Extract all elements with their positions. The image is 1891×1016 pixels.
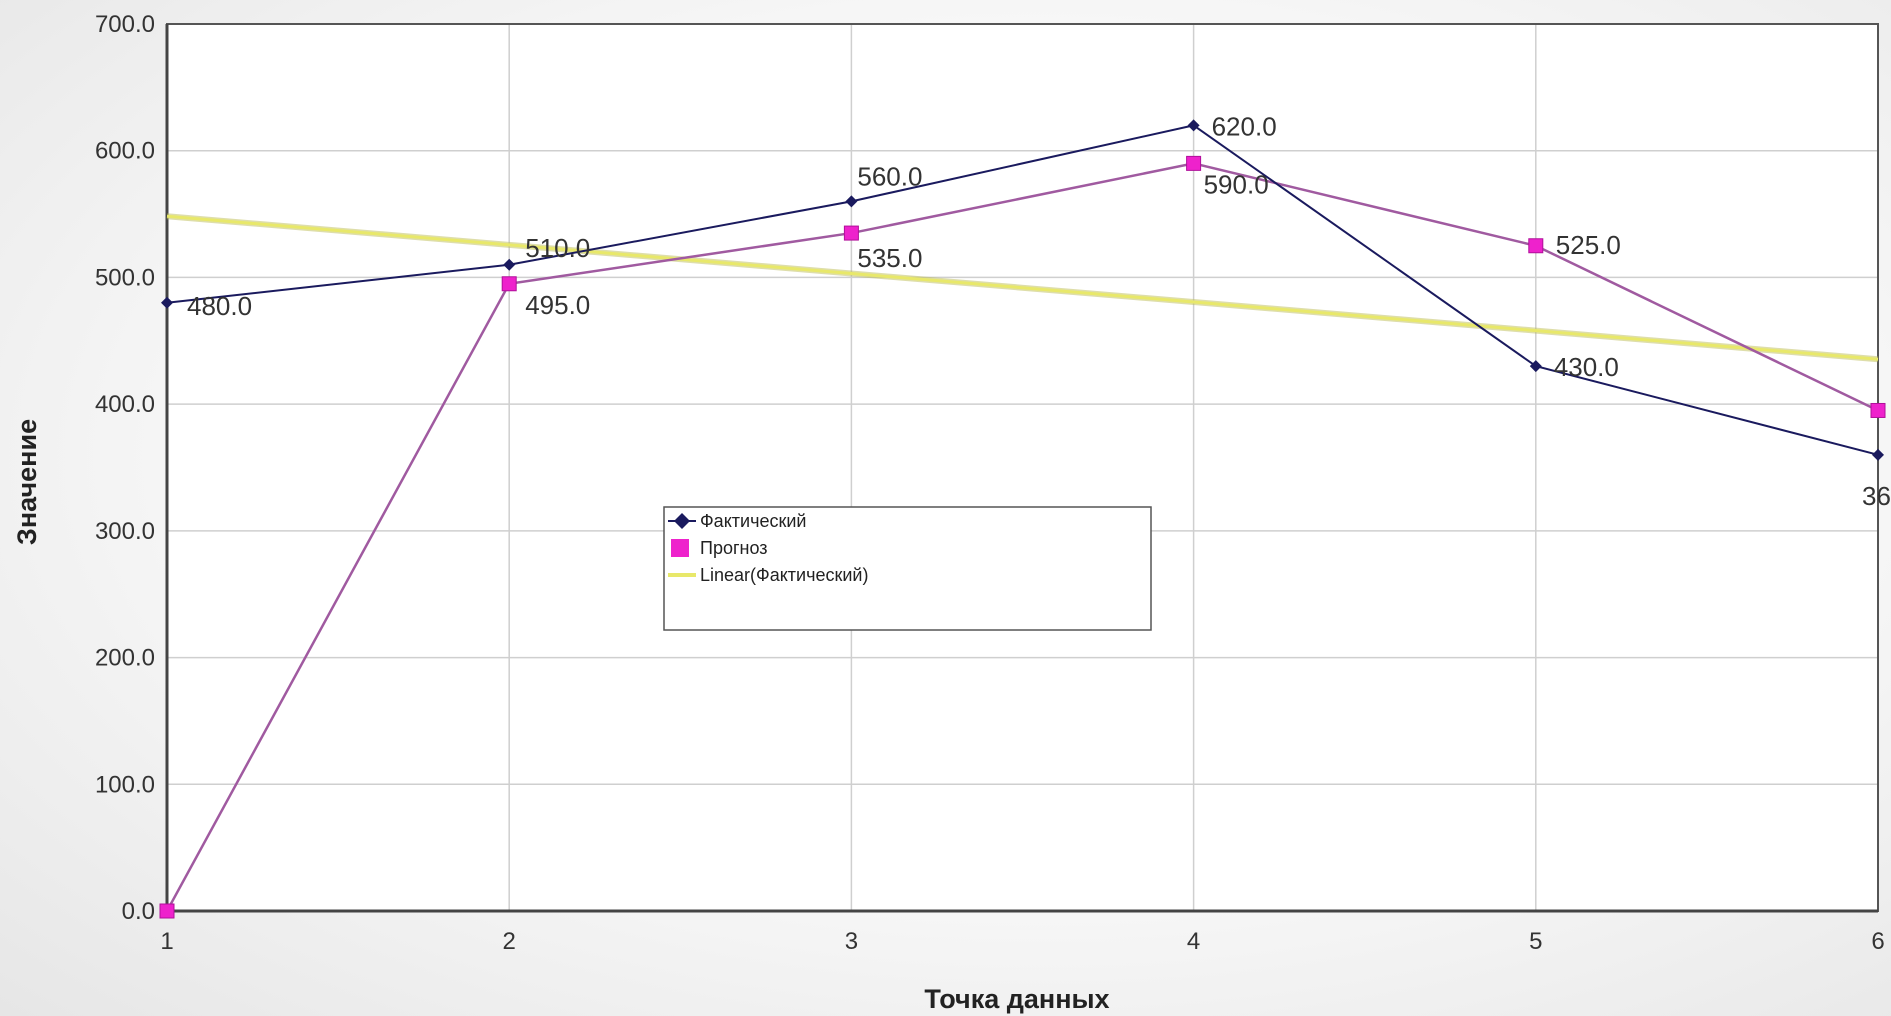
x-tick-label: 5	[1529, 928, 1542, 955]
data-label-actual: 560.0	[857, 161, 922, 191]
x-tick-label: 1	[160, 928, 173, 955]
y-tick-label: 300.0	[95, 518, 155, 545]
grid-layer	[166, 23, 1879, 912]
trendline-linear-actual	[166, 214, 1879, 361]
actual-point	[1872, 448, 1884, 461]
forecast-point	[1528, 238, 1544, 254]
legend-label-forecast: Прогноз	[700, 538, 768, 558]
data-label-forecast: 495.0	[525, 290, 590, 320]
actual-point	[1187, 119, 1200, 132]
axes-layer: 0.0 100.0 200.0 300.0 400.0 500.0 600.0 700.0 1 2…	[95, 11, 1885, 955]
y-tick-label: 200.0	[95, 645, 155, 672]
series-line-actual	[166, 124, 1879, 456]
actual-point	[845, 195, 858, 208]
data-label-forecast: 525.0	[1556, 230, 1621, 260]
forecast-point	[1870, 402, 1886, 418]
y-axis-title: Значение	[12, 419, 42, 545]
y-tick-label: 700.0	[95, 11, 155, 38]
data-label-actual: 510.0	[525, 233, 590, 263]
y-tick-label: 500.0	[95, 264, 155, 291]
forecast-point	[843, 225, 859, 241]
data-label-forecast: 590.0	[1204, 169, 1269, 199]
data-label-actual: 430.0	[1554, 352, 1619, 382]
data-label-actual: 620.0	[1212, 111, 1277, 141]
forecast-point	[501, 276, 517, 292]
x-tick-label: 3	[845, 928, 858, 955]
legend-box	[663, 506, 1152, 631]
legend-marker-forecast	[671, 539, 689, 557]
y-tick-label: 400.0	[95, 391, 155, 418]
legend-marker-actual	[674, 513, 690, 529]
x-tick-label: 6	[1871, 928, 1884, 955]
x-axis-title: Точка данных	[924, 984, 1109, 1014]
legend: Фактический Прогноз Linear(Фактический)	[663, 506, 1152, 631]
series-line-forecast	[165, 162, 1879, 912]
y-tick-label: 100.0	[95, 771, 155, 798]
actual-point	[503, 258, 516, 271]
plot-area	[167, 24, 1878, 911]
legend-label-trendline: Linear(Фактический)	[700, 565, 868, 585]
y-tick-label: 600.0	[95, 138, 155, 165]
legend-label-actual: Фактический	[700, 511, 806, 531]
data-label-forecast: 535.0	[857, 243, 922, 273]
series-layer	[159, 119, 1886, 919]
actual-point	[161, 296, 173, 309]
data-label-actual: 480.0	[187, 291, 252, 321]
actual-point	[1529, 360, 1542, 373]
y-tick-label: 0.0	[122, 898, 155, 925]
x-tick-label: 4	[1187, 928, 1200, 955]
data-label-actual: 360.0	[1862, 481, 1891, 511]
x-tick-label: 2	[503, 928, 516, 955]
forecast-point	[1186, 155, 1202, 171]
forecast-point	[159, 903, 175, 919]
data-labels-layer: 480.0 510.0 560.0 620.0 430.0 360.0 495.0 535.0…	[187, 111, 1891, 510]
